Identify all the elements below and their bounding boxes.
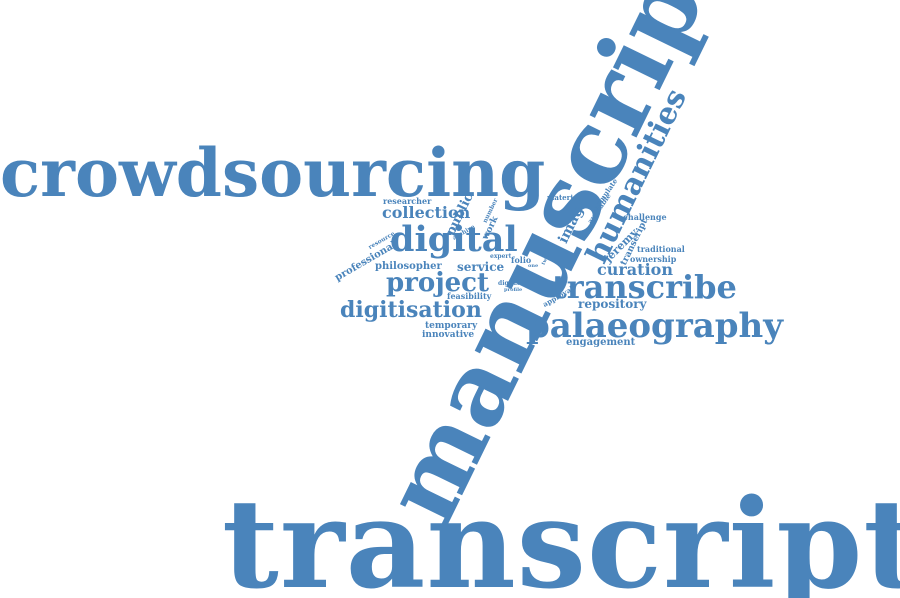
- word-palaeography: palaeography: [526, 306, 784, 346]
- word-temporary: temporary: [425, 321, 478, 331]
- word-challenge: challenge: [623, 212, 667, 222]
- word-project: project: [386, 268, 490, 298]
- word-transcribe: transcribe: [552, 268, 737, 306]
- word-philosopher: philosopher: [375, 261, 442, 272]
- word-crowdsourcing: crowdsourcing: [0, 134, 546, 212]
- word-traditional: traditional: [637, 244, 685, 254]
- word-repository: repository: [578, 297, 647, 311]
- word-engagement: engagement: [566, 337, 636, 348]
- word-researcher: researcher: [383, 196, 432, 206]
- word-digitisation: digitisation: [340, 297, 482, 323]
- word-innovative: innovative: [422, 330, 475, 340]
- word-service: service: [457, 260, 505, 274]
- word-transcription: transcription: [222, 473, 900, 598]
- word-ownership: ownership: [630, 254, 677, 264]
- word-expert: expert: [490, 253, 512, 260]
- word-material: material: [547, 193, 581, 202]
- word-profile: profile: [504, 287, 523, 293]
- word-collection: collection: [382, 203, 471, 222]
- word-one: one: [528, 263, 539, 269]
- word-feasibility: feasibility: [447, 291, 492, 301]
- word-folio: folio: [511, 255, 532, 265]
- word-curation: curation: [597, 260, 673, 279]
- word-digital: digital: [390, 219, 518, 260]
- word-digitise: digitise: [498, 280, 524, 287]
